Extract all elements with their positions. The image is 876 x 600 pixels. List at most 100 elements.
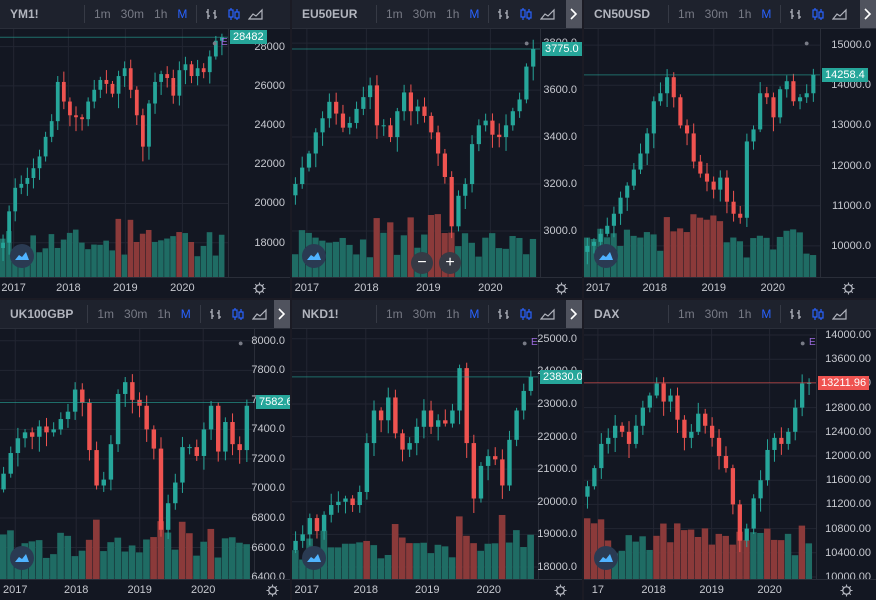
timeframe-1m-button[interactable]: 1m <box>386 7 403 21</box>
settings-gear-icon[interactable] <box>538 579 582 600</box>
timeframe-30m-button[interactable]: 30m <box>704 307 729 321</box>
earnings-e-icon[interactable]: E <box>809 337 816 348</box>
settings-gear-icon[interactable] <box>540 277 582 298</box>
timeframe-30m-button[interactable]: 30m <box>120 7 145 21</box>
candles-style-icon[interactable] <box>515 4 537 24</box>
timeframe-1m-button[interactable]: 1m <box>94 7 111 21</box>
bars-style-icon[interactable] <box>201 4 223 24</box>
price-chart[interactable] <box>292 329 538 580</box>
earnings-e-icon[interactable]: E <box>531 337 538 348</box>
price-chart[interactable] <box>0 29 228 278</box>
bars-style-icon[interactable] <box>785 4 807 24</box>
tradingview-logo-icon[interactable] <box>10 546 34 570</box>
time-axis[interactable]: 2017 2018 2019 2020 <box>0 579 254 600</box>
timeframe-1m-button[interactable]: 1m <box>678 307 695 321</box>
time-axis[interactable]: 2017 2018 2019 2020 <box>292 579 538 600</box>
timeframe-m-button[interactable]: M <box>761 7 772 21</box>
expand-pane-button[interactable] <box>566 0 582 28</box>
timeframe-30m-button[interactable]: 30m <box>412 7 437 21</box>
chart-pane-1[interactable]: YM1! 1m 30m 1h M 28000 26000 24000 22000 20000 180… <box>0 0 290 298</box>
symbol-label[interactable]: NKD1! <box>302 307 339 321</box>
settings-gear-icon[interactable] <box>228 277 290 298</box>
expand-pane-button[interactable] <box>566 300 582 328</box>
toolbar-divider <box>376 305 377 323</box>
bars-style-icon[interactable] <box>493 4 515 24</box>
price-axis[interactable]: 28000 26000 24000 22000 20000 18000 28482 <box>228 29 290 278</box>
price-axis[interactable]: 25000.024000.023000.022000.021000.020000… <box>537 329 582 580</box>
price-chart[interactable] <box>584 329 816 580</box>
tradingview-logo-icon[interactable] <box>594 546 618 570</box>
timeframe-m-button[interactable]: M <box>469 7 480 21</box>
timeframe-30m-button[interactable]: 30m <box>124 307 148 321</box>
zoom-in-button[interactable]: + <box>439 252 462 274</box>
bars-style-icon[interactable] <box>785 304 807 324</box>
area-style-icon[interactable] <box>245 4 267 24</box>
bars-style-icon[interactable] <box>493 304 515 324</box>
timeframe-1h-button[interactable]: 1h <box>446 307 460 321</box>
chart-pane-3[interactable]: CN50USD 1m 30m 1h M 15000.0 14000.0 13000.0 1200… <box>584 0 876 298</box>
volume-bar <box>730 237 737 278</box>
timeframe-m-button[interactable]: M <box>761 307 772 321</box>
area-style-icon[interactable] <box>537 304 559 324</box>
price-tick-label: 3000.0 <box>543 225 577 238</box>
price-axis[interactable]: 15000.0 14000.0 13000.0 12000.0 11000.0 10000… <box>820 29 876 278</box>
volume-bar <box>93 519 100 580</box>
symbol-label[interactable]: CN50USD <box>594 7 651 21</box>
area-style-icon[interactable] <box>249 304 271 324</box>
price-chart[interactable] <box>584 29 820 278</box>
settings-gear-icon[interactable] <box>254 579 290 600</box>
bars-style-icon[interactable] <box>205 304 227 324</box>
timeframe-30m-button[interactable]: 30m <box>412 307 437 321</box>
candles-style-icon[interactable] <box>515 304 537 324</box>
tradingview-logo-icon[interactable] <box>594 244 618 268</box>
candles-style-icon[interactable] <box>807 4 829 24</box>
timeframe-30m-button[interactable]: 30m <box>704 7 729 21</box>
tradingview-logo-icon[interactable] <box>10 244 34 268</box>
symbol-label[interactable]: DAX <box>594 307 620 321</box>
candles-style-icon[interactable] <box>807 304 829 324</box>
symbol-label[interactable]: EU50EUR <box>302 7 358 21</box>
timeframe-1m-button[interactable]: 1m <box>97 307 115 321</box>
price-axis[interactable]: 14000.0013600.0013200.0012800.0012400.00… <box>816 329 876 583</box>
expand-pane-button[interactable] <box>860 0 876 28</box>
time-axis[interactable]: 2017 2018 2019 2020 <box>292 277 540 298</box>
time-axis[interactable]: 2017 2018 2019 2020 <box>0 277 228 298</box>
candles-style-icon[interactable] <box>227 304 249 324</box>
area-style-icon[interactable] <box>537 4 559 24</box>
price-axis[interactable]: 8000.07800.07600.07400.07200.07000.06800… <box>251 329 290 583</box>
timeframe-1h-button[interactable]: 1h <box>154 7 168 21</box>
price-chart[interactable] <box>0 329 254 580</box>
expand-pane-button[interactable] <box>274 300 290 328</box>
tradingview-logo-icon[interactable] <box>302 244 326 268</box>
chart-pane-4[interactable]: UK100GBP 1m 30m 1h M 8000.07800.07600.07400.0… <box>0 300 290 600</box>
chart-pane-6[interactable]: DAX 1m 30m 1h M 14000.0013600.0013200.0012800… <box>584 300 876 600</box>
timeframe-1h-button[interactable]: 1h <box>738 307 752 321</box>
time-axis[interactable]: 17 2018 2019 2020 <box>584 579 816 600</box>
candles-style-icon[interactable] <box>223 4 245 24</box>
timeframe-m-button[interactable]: M <box>469 307 480 321</box>
tradingview-logo-icon[interactable] <box>302 546 326 570</box>
volume-bar <box>420 542 427 580</box>
area-style-icon[interactable] <box>829 4 851 24</box>
chart-pane-2[interactable]: EU50EUR 1m 30m 1h M 3800.03600.03400.03200.03… <box>292 0 582 298</box>
area-style-icon[interactable] <box>829 304 851 324</box>
timeframe-m-button[interactable]: M <box>177 7 188 21</box>
chart-pane-5[interactable]: NKD1! 1m 30m 1h M 25000.024000.023000.022000.… <box>292 300 582 600</box>
settings-gear-icon[interactable] <box>816 579 876 600</box>
settings-gear-icon[interactable] <box>820 277 876 298</box>
timeframe-1m-button[interactable]: 1m <box>386 307 403 321</box>
time-axis[interactable]: 2017 2018 2019 2020 <box>584 277 820 298</box>
candle <box>435 420 441 427</box>
earnings-e-icon[interactable]: E <box>221 37 228 48</box>
timeframe-1h-button[interactable]: 1h <box>738 7 752 21</box>
candle <box>44 426 49 433</box>
symbol-label[interactable]: YM1! <box>10 7 39 21</box>
zoom-out-button[interactable]: − <box>411 252 434 274</box>
timeframe-1h-button[interactable]: 1h <box>157 307 171 321</box>
timeframe-1h-button[interactable]: 1h <box>446 7 460 21</box>
price-chart[interactable] <box>292 29 540 278</box>
timeframe-1m-button[interactable]: 1m <box>678 7 695 21</box>
timeframe-m-button[interactable]: M <box>180 307 191 321</box>
symbol-label[interactable]: UK100GBP <box>10 307 74 321</box>
